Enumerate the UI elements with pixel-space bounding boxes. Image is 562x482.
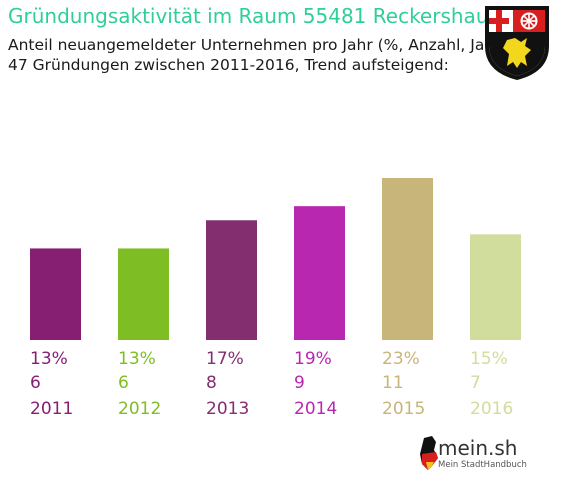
bar-2014	[294, 206, 345, 340]
bar-2012	[118, 248, 169, 340]
year-label-2014: 2014	[294, 399, 337, 419]
bar-2015	[382, 178, 433, 340]
coat-of-arms-icon	[485, 6, 549, 80]
count-label-2011: 6	[30, 373, 41, 393]
year-label-2015: 2015	[382, 399, 425, 419]
bar-2013	[206, 220, 257, 340]
count-label-2014: 9	[294, 373, 305, 393]
bar-2016	[470, 234, 521, 340]
year-label-2012: 2012	[118, 399, 161, 419]
subtitle-line-2: 47 Gründungen zwischen 2011-2016, Trend …	[8, 56, 449, 74]
count-label-2016: 7	[470, 373, 481, 393]
subtitle-line-1: Anteil neuangemeldeter Unternehmen pro J…	[8, 36, 507, 54]
year-label-2013: 2013	[206, 399, 249, 419]
count-label-2013: 8	[206, 373, 217, 393]
percent-label-2011: 13%	[30, 349, 68, 369]
percent-label-2015: 23%	[382, 349, 420, 369]
chart-title: Gründungsaktivität im Raum 55481 Reckers…	[8, 4, 524, 28]
chart-subtitle: Anteil neuangemeldeter Unternehmen pro J…	[8, 35, 507, 75]
percent-label-2012: 13%	[118, 349, 156, 369]
percent-label-2014: 19%	[294, 349, 332, 369]
year-label-2011: 2011	[30, 399, 73, 419]
year-label-2016: 2016	[470, 399, 513, 419]
logo-text: mein.sh	[438, 436, 518, 460]
count-label-2015: 11	[382, 373, 404, 393]
percent-label-2016: 15%	[470, 349, 508, 369]
logo-subtitle: Mein StadtHandbuch	[438, 460, 527, 470]
percent-label-2013: 17%	[206, 349, 244, 369]
germany-map-icon	[420, 436, 438, 470]
bar-2011	[30, 248, 81, 340]
count-label-2012: 6	[118, 373, 129, 393]
